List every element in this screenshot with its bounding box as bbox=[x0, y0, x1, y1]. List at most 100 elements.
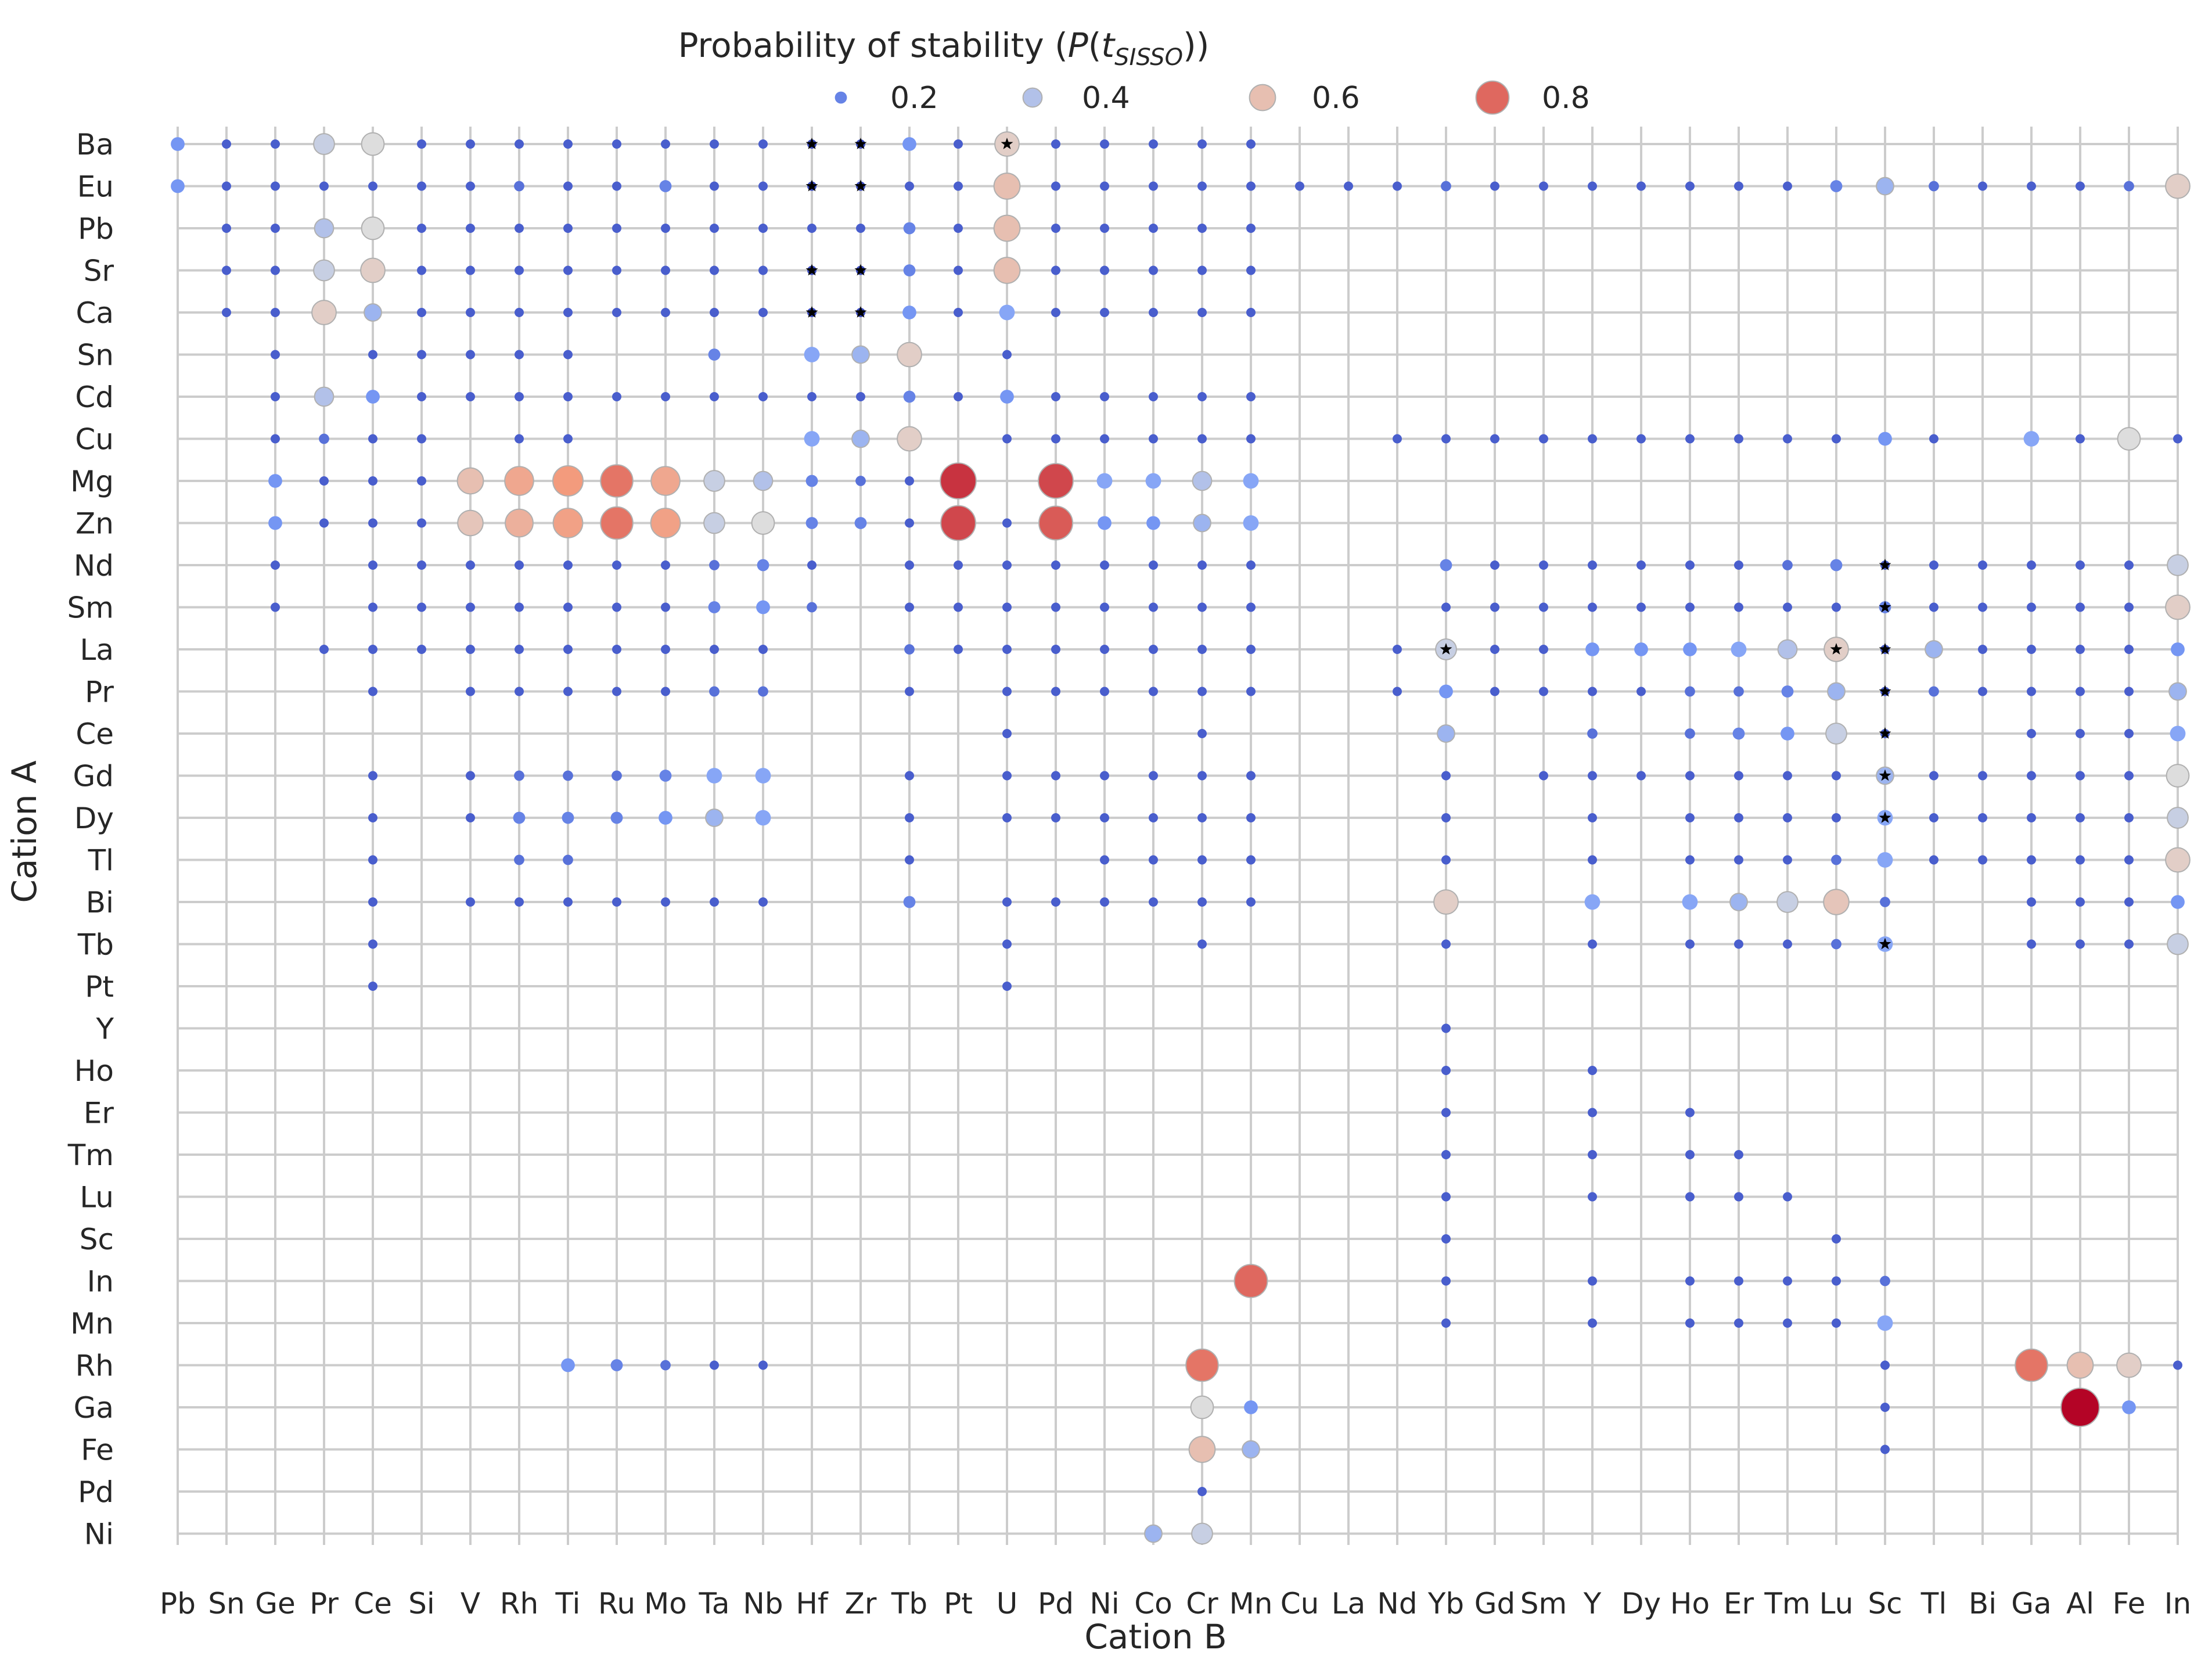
y-tick-la: La bbox=[80, 633, 114, 667]
point-gd-tm bbox=[1783, 771, 1792, 781]
point-in-sc bbox=[1880, 1275, 1890, 1287]
star-sr-zr bbox=[854, 264, 867, 276]
point-ho-yb bbox=[1441, 1066, 1451, 1075]
point-pr-ru bbox=[612, 687, 621, 696]
point-gd-cr bbox=[1197, 771, 1207, 781]
point-ba-si bbox=[417, 139, 426, 149]
point-eu-rh bbox=[514, 181, 524, 192]
point-la-bi bbox=[1978, 645, 1987, 654]
point-ba-pr bbox=[313, 133, 335, 155]
y-tick-rh: Rh bbox=[75, 1349, 114, 1383]
point-eu-in bbox=[2165, 173, 2191, 199]
point-ca-ge bbox=[271, 308, 280, 317]
point-ce-cr bbox=[1197, 729, 1207, 738]
point-sm-v bbox=[466, 602, 475, 612]
point-pb-ti bbox=[563, 224, 573, 233]
point-cu-y bbox=[1588, 434, 1597, 444]
point-sr-ti bbox=[563, 265, 573, 275]
point-mn-ho bbox=[1685, 1318, 1695, 1328]
point-ce-fe bbox=[2124, 729, 2134, 738]
point-bi-co bbox=[1149, 897, 1158, 907]
point-dy-ni bbox=[1100, 813, 1109, 822]
point-sm-in bbox=[2165, 594, 2191, 620]
x-tick-dy: Dy bbox=[1621, 1587, 1661, 1620]
point-la-ti bbox=[563, 645, 573, 654]
point-sm-si bbox=[417, 602, 426, 612]
star-eu-zr bbox=[854, 179, 867, 192]
point-in-ho bbox=[1685, 1276, 1695, 1286]
point-tb-u bbox=[1002, 939, 1012, 949]
point-lu-ho bbox=[1685, 1192, 1695, 1202]
point-zn-pr bbox=[319, 518, 329, 528]
point-ca-mn bbox=[1246, 308, 1256, 317]
point-ca-sn bbox=[222, 308, 231, 317]
point-mg-co bbox=[1145, 473, 1161, 489]
point-ce-al bbox=[2076, 729, 2085, 738]
point-ba-pd bbox=[1051, 139, 1060, 149]
point-cu-ni bbox=[1100, 434, 1109, 444]
point-la-tb bbox=[904, 644, 915, 655]
point-tb-ho bbox=[1685, 939, 1695, 949]
point-cu-ge bbox=[271, 434, 280, 444]
point-tl-bi bbox=[1978, 855, 1987, 865]
point-nd-ho bbox=[1685, 560, 1695, 570]
point-ce-yb bbox=[1437, 724, 1455, 743]
point-tl-ga bbox=[2027, 855, 2036, 865]
point-sm-al bbox=[2076, 602, 2085, 612]
point-sr-mo bbox=[661, 265, 670, 275]
point-dy-ce bbox=[368, 813, 377, 822]
point-ca-co bbox=[1149, 308, 1158, 317]
point-eu-nb bbox=[758, 181, 768, 191]
point-pr-bi bbox=[1978, 687, 1987, 696]
point-dy-rh bbox=[513, 811, 526, 824]
x-tick-labels: Pb Sn Ge Pr Ce Si V Rh Ti Ru Mo Ta Nb Hf Zr Tb Pt U Pd Ni Co… bbox=[160, 1587, 2191, 1620]
x-tick-sn: Sn bbox=[208, 1587, 244, 1620]
point-dy-nb bbox=[755, 810, 771, 826]
x-tick-ta: Ta bbox=[699, 1587, 730, 1620]
point-sm-rh bbox=[515, 602, 524, 612]
point-fe-sc bbox=[1880, 1444, 1890, 1454]
point-pb-co bbox=[1149, 224, 1158, 233]
y-tick-cu: Cu bbox=[75, 423, 114, 457]
point-ho-y bbox=[1588, 1066, 1597, 1075]
point-nd-tb bbox=[905, 560, 914, 570]
x-tick-tm: Tm bbox=[1764, 1587, 1810, 1620]
point-cd-ti bbox=[563, 392, 573, 401]
point-nd-lu bbox=[1830, 559, 1843, 572]
x-tick-si: Si bbox=[408, 1587, 435, 1620]
point-gd-y bbox=[1588, 771, 1597, 781]
point-la-er bbox=[1731, 641, 1747, 657]
point-sr-ta bbox=[710, 265, 719, 275]
point-bi-ta bbox=[710, 897, 719, 907]
point-tl-tb bbox=[905, 855, 914, 865]
point-sn-hf bbox=[804, 347, 820, 362]
point-ba-co bbox=[1149, 139, 1158, 149]
point-gd-yb bbox=[1441, 771, 1451, 781]
star-ce-sc bbox=[1879, 727, 1891, 739]
point-pr-v bbox=[466, 687, 475, 696]
point-cu-pd bbox=[1051, 434, 1060, 444]
point-la-gd bbox=[1490, 645, 1499, 654]
x-tick-mo: Mo bbox=[644, 1587, 687, 1620]
point-pr-rh bbox=[515, 687, 524, 696]
point-eu-ni bbox=[1100, 181, 1109, 191]
point-eu-v bbox=[466, 181, 475, 191]
point-ca-pt bbox=[954, 308, 963, 317]
point-nd-ti bbox=[563, 560, 573, 570]
point-cu-si bbox=[417, 434, 426, 444]
point-gd-nb bbox=[755, 768, 771, 784]
point-sm-cr bbox=[1197, 602, 1207, 612]
point-bi-lu bbox=[1823, 889, 1850, 915]
point-ba-mo bbox=[661, 139, 670, 149]
point-pr-dy bbox=[1636, 687, 1646, 696]
point-tl-ni bbox=[1100, 855, 1109, 865]
point-dy-cr bbox=[1197, 813, 1207, 822]
y-tick-sm: Sm bbox=[67, 591, 114, 625]
point-bi-y bbox=[1584, 894, 1600, 910]
x-tick-ru: Ru bbox=[598, 1587, 635, 1620]
point-eu-u bbox=[993, 173, 1021, 200]
point-tb-lu bbox=[1831, 939, 1841, 950]
point-gd-er bbox=[1734, 771, 1743, 781]
point-ce-u bbox=[1002, 729, 1012, 738]
point-ca-rh bbox=[515, 308, 524, 317]
